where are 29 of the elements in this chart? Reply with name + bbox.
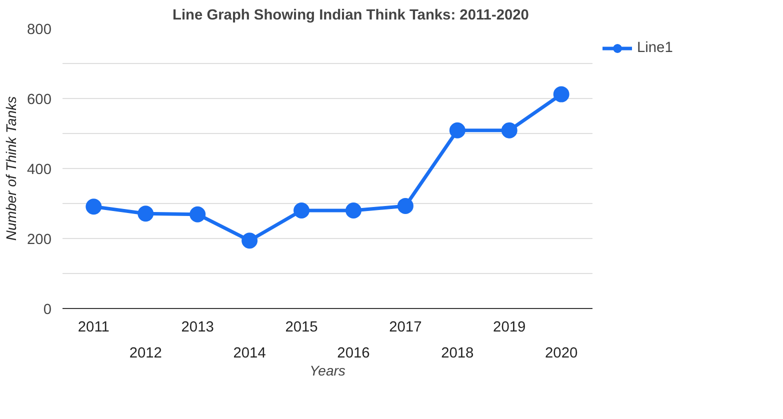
point	[190, 206, 206, 222]
x-axis-title: Years	[310, 362, 346, 378]
x-tick-label: 2013	[181, 320, 214, 336]
x-tick-label: 2011	[78, 320, 110, 336]
x-tick-label: 2018	[441, 346, 474, 362]
x-tick-label: 2019	[493, 320, 526, 336]
x-tick-label: 2015	[285, 320, 318, 336]
point	[138, 206, 154, 222]
point	[242, 232, 258, 249]
point	[345, 202, 362, 218]
point	[501, 122, 518, 138]
x-tick-label: 2012	[129, 346, 162, 362]
y-tick-label: 600	[27, 92, 52, 108]
y-tick-label: 400	[27, 162, 52, 178]
point	[449, 122, 466, 138]
y-tick-label: 0	[43, 302, 52, 318]
x-tick-label: 2016	[337, 346, 370, 362]
legend-label: Line1	[637, 40, 673, 56]
y-tick-label: 200	[27, 232, 52, 248]
point	[397, 198, 414, 214]
y-axis-title: Number of Think Tanks	[3, 96, 20, 241]
x-tick-label: 2014	[233, 346, 266, 362]
point	[294, 202, 310, 218]
chart-title: Line Graph Showing Indian Think Tanks: 2011-2020	[172, 8, 529, 24]
y-tick-label: 800	[27, 22, 52, 38]
x-tick-label: 2017	[389, 320, 422, 336]
point	[553, 86, 570, 102]
point	[86, 198, 102, 215]
x-tick-label: 2020	[545, 346, 578, 362]
